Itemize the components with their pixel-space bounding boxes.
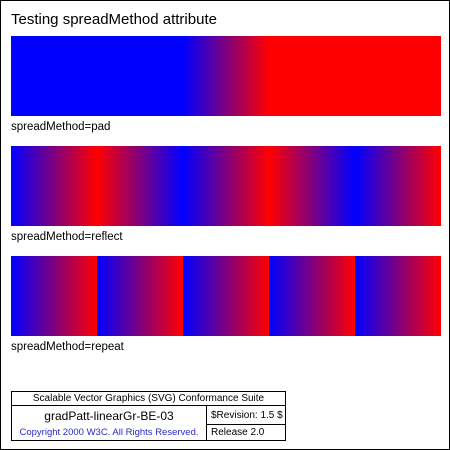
reflect-rect bbox=[11, 146, 441, 226]
conformance-footer: Scalable Vector Graphics (SVG) Conforman… bbox=[11, 391, 286, 441]
footer-left-column: gradPatt-linearGr-BE-03 Copyright 2000 W… bbox=[12, 406, 207, 440]
caption-pad: spreadMethod=pad bbox=[11, 121, 110, 133]
repeat-rect bbox=[11, 256, 441, 336]
gradient-bar-reflect bbox=[11, 146, 441, 226]
gradient-bar-pad bbox=[11, 36, 441, 116]
footer-right-column: $Revision: 1.5 $ Release 2.0 bbox=[207, 406, 285, 440]
page-title: Testing spreadMethod attribute bbox=[11, 11, 217, 28]
release-label: Release 2.0 bbox=[207, 425, 289, 440]
gradient-bar-repeat bbox=[11, 256, 441, 336]
pad-rect bbox=[11, 36, 441, 116]
test-name: gradPatt-linearGr-BE-03 bbox=[12, 406, 206, 426]
revision-label: $Revision: 1.5 $ bbox=[207, 406, 285, 425]
suite-name: Scalable Vector Graphics (SVG) Conforman… bbox=[12, 392, 285, 406]
caption-repeat: spreadMethod=repeat bbox=[11, 341, 124, 353]
caption-reflect: spreadMethod=reflect bbox=[11, 231, 123, 243]
copyright-link[interactable]: Copyright 2000 W3C. All Rights Reserved. bbox=[12, 426, 206, 440]
